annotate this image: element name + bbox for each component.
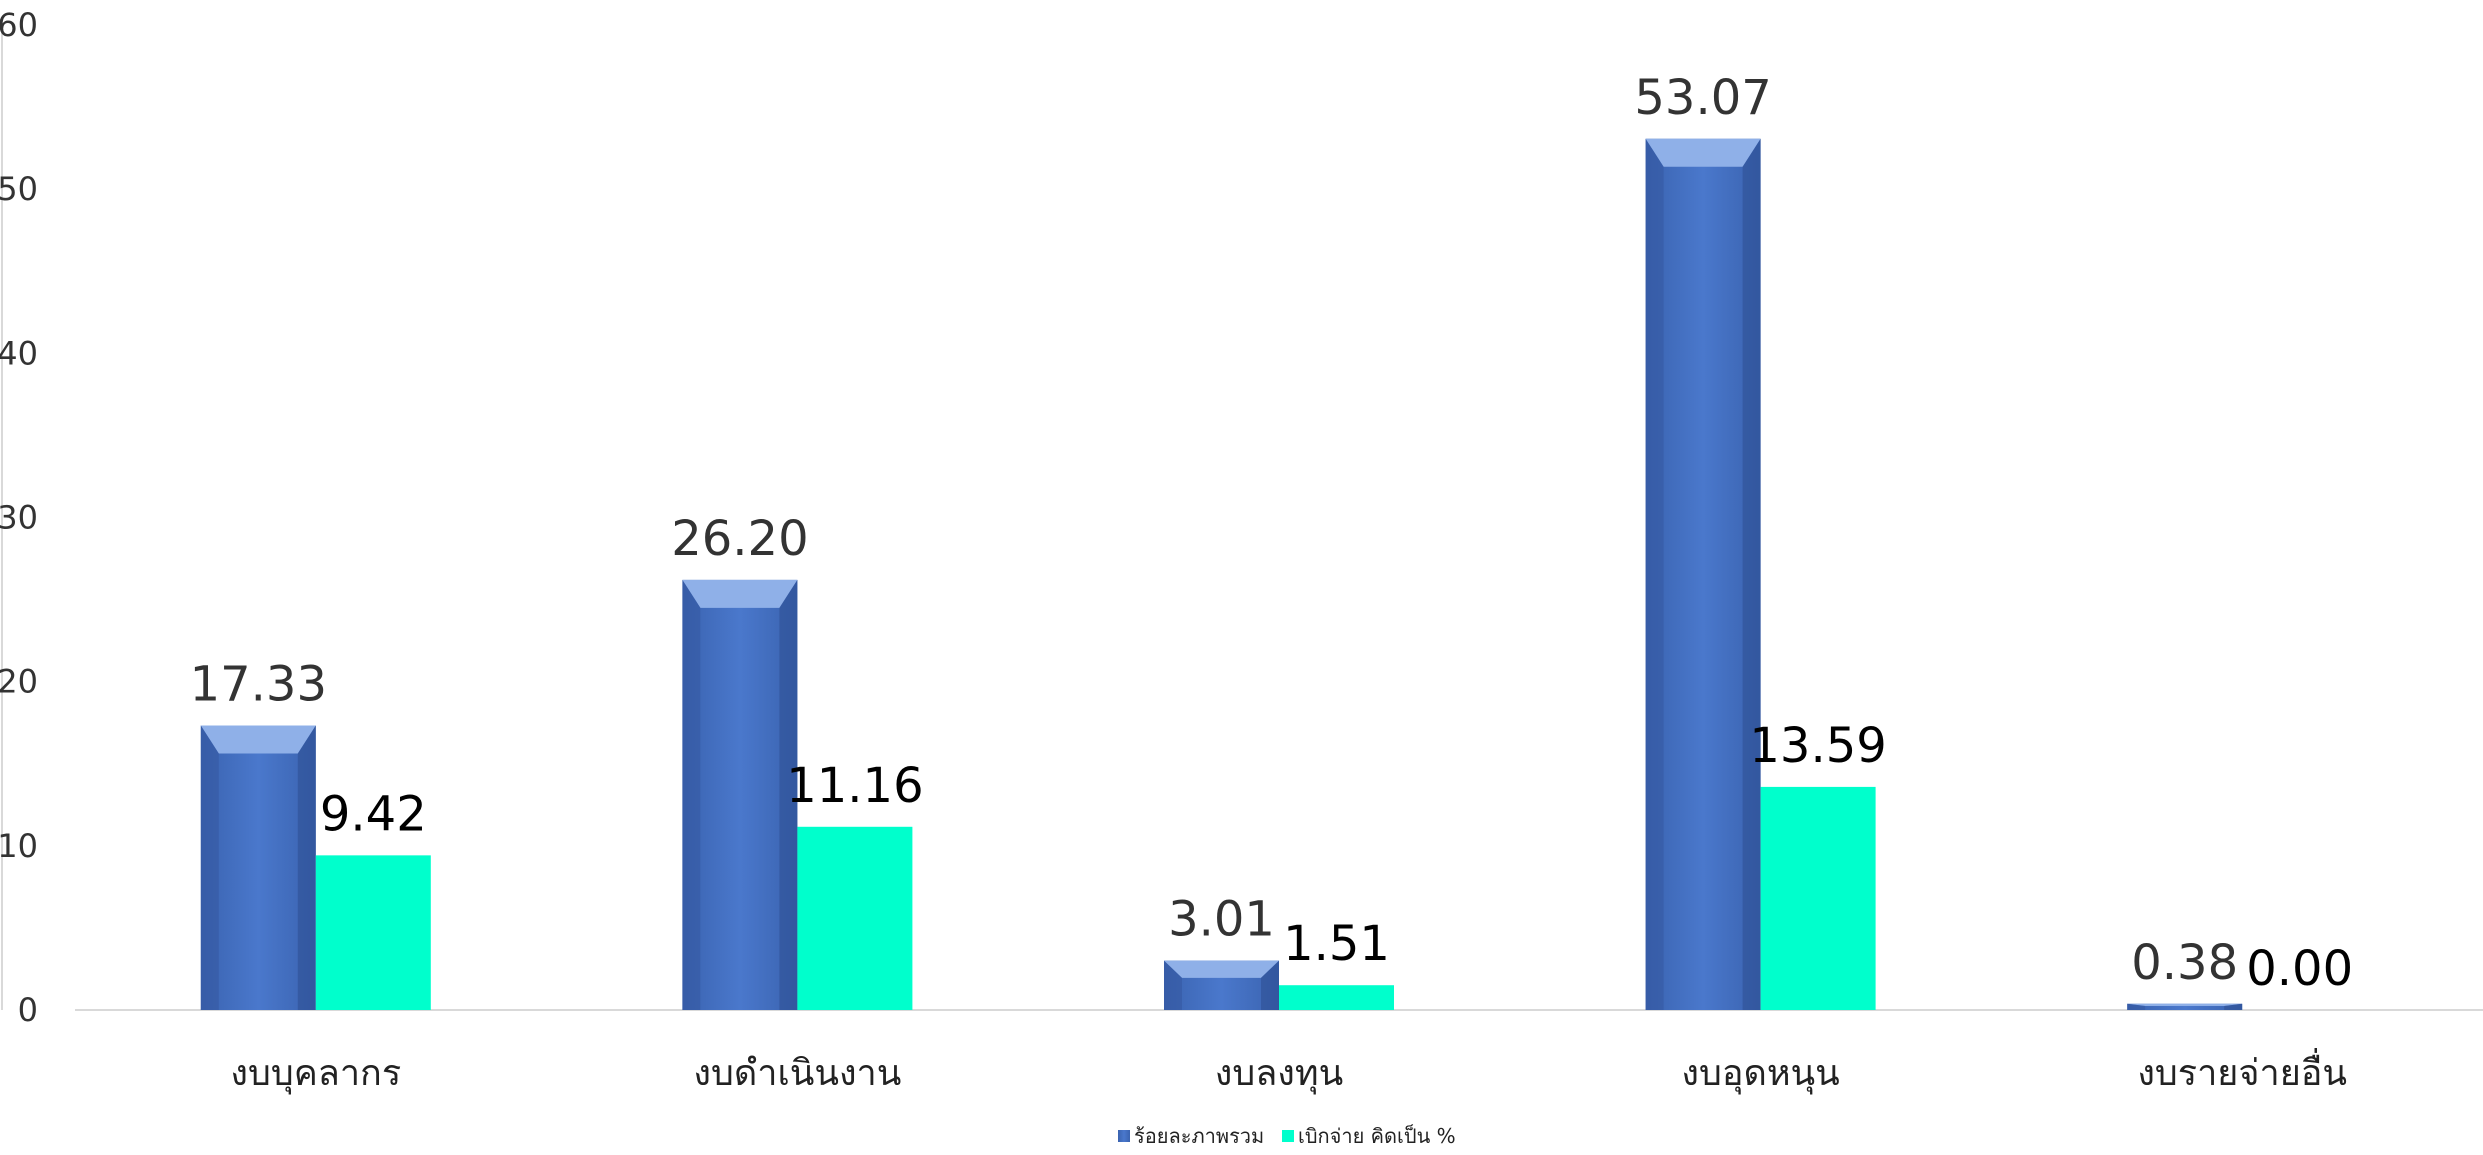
- legend-swatch-series1: [1118, 1130, 1130, 1142]
- data-label-series1: 0.38: [2131, 935, 2238, 991]
- y-tick-label: 10: [0, 827, 38, 865]
- bar-series1-2: [1164, 960, 1279, 1010]
- data-label-series2: 9.42: [320, 786, 427, 842]
- legend-label-series2: เบิกจ่าย คิดเป็น %: [1298, 1123, 1456, 1148]
- data-label-series1: 53.07: [1634, 70, 1771, 126]
- y-tick-label: 20: [0, 663, 38, 701]
- y-tick-label: 60: [0, 6, 38, 44]
- data-label-series2: 13.59: [1749, 718, 1886, 774]
- bar-series2-3: [1760, 786, 1876, 1010]
- bar-series2-2: [1279, 985, 1394, 1010]
- x-category-label: งบบุคลากร: [230, 1053, 401, 1095]
- x-category-label: งบรายจ่ายอื่น: [2137, 1048, 2347, 1094]
- x-category-label: งบอุดหนุน: [1681, 1053, 1839, 1095]
- data-label-series2: 0.00: [2246, 941, 2353, 997]
- y-tick-label: 40: [0, 334, 38, 372]
- x-category-label: งบลงทุน: [1215, 1053, 1343, 1095]
- data-label-series2: 11.16: [786, 758, 923, 814]
- bar-series2-0: [315, 855, 431, 1010]
- legend-swatch-series2: [1282, 1130, 1294, 1142]
- bar-series2-1: [797, 826, 913, 1010]
- bar-series1-3: [1645, 138, 1761, 1010]
- y-tick-label: 0: [18, 991, 38, 1029]
- data-label-series1: 3.01: [1168, 892, 1275, 948]
- data-label-series1: 26.20: [671, 511, 808, 567]
- data-label-series1: 17.33: [190, 656, 327, 712]
- legend: ร้อยละภาพรวม เบิกจ่าย คิดเป็น %: [1118, 1123, 1456, 1148]
- bar-series1-1: [682, 579, 798, 1010]
- y-tick-label: 30: [0, 499, 38, 537]
- data-label-series2: 1.51: [1283, 916, 1390, 972]
- bar-series1-4: [2127, 1003, 2243, 1010]
- bar-series1-0: [200, 725, 316, 1010]
- legend-label-series1: ร้อยละภาพรวม: [1134, 1124, 1264, 1148]
- x-category-label: งบดำเนินงาน: [693, 1053, 901, 1094]
- y-tick-label: 50: [0, 170, 38, 208]
